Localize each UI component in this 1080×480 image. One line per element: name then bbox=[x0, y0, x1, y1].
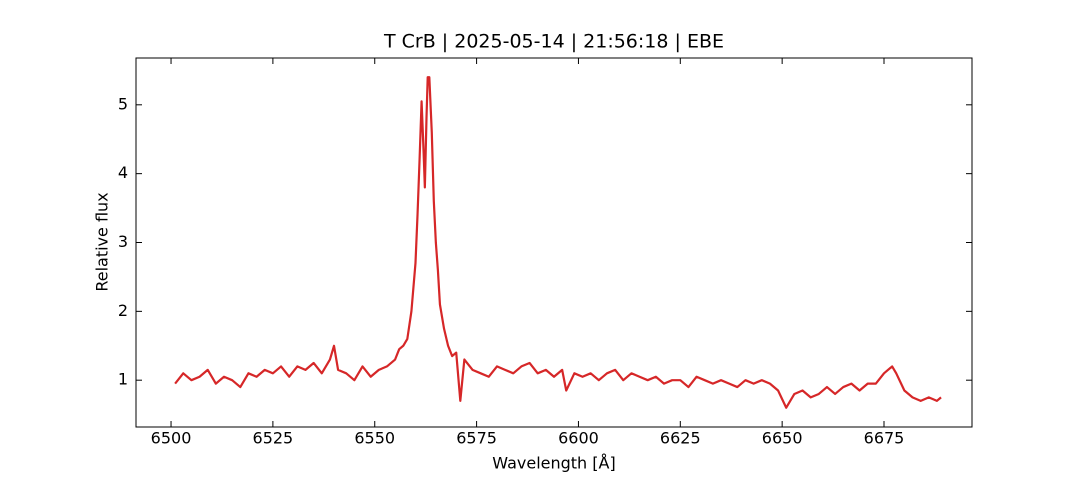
x-axis-label: Wavelength [Å] bbox=[492, 454, 615, 473]
spectrum-line bbox=[174, 76, 942, 409]
x-tick-label: 6575 bbox=[456, 429, 497, 448]
y-axis-label: Relative flux bbox=[93, 192, 112, 291]
y-tick-label: 5 bbox=[118, 94, 128, 113]
plot-frame bbox=[135, 57, 973, 428]
x-tick-label: 6500 bbox=[151, 429, 192, 448]
x-tick-label: 6525 bbox=[253, 429, 294, 448]
x-tick-label: 6550 bbox=[354, 429, 395, 448]
y-tick-label: 1 bbox=[118, 370, 128, 389]
y-tick-label: 4 bbox=[118, 163, 128, 182]
y-tick-label: 3 bbox=[118, 232, 128, 251]
chart-title: T CrB | 2025-05-14 | 21:56:18 | EBE bbox=[383, 31, 724, 53]
y-tick-label: 2 bbox=[118, 301, 128, 320]
x-tick-label: 6625 bbox=[660, 429, 701, 448]
x-tick-label: 6600 bbox=[558, 429, 599, 448]
x-tick-label: 6675 bbox=[864, 429, 905, 448]
x-tick-label: 6650 bbox=[762, 429, 803, 448]
